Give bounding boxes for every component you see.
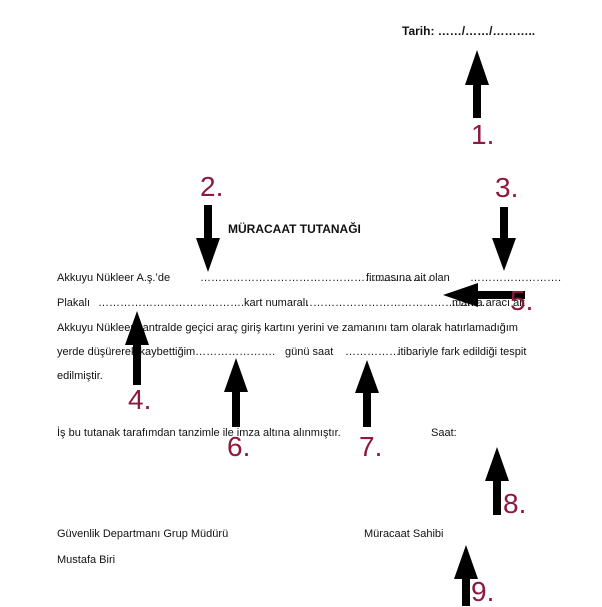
body-line-2-a: Plakalı [57, 297, 91, 309]
body-line-2-blank: …………………………………………… [302, 297, 489, 309]
arrow-5-left-icon [443, 283, 525, 307]
annotation-label-5: 5. [510, 285, 534, 316]
annotation-label-9: 9. [471, 576, 495, 607]
annotation-label-2: 2. [200, 171, 224, 202]
annotation-label-1: 1. [471, 119, 495, 150]
body-line-3: Akkuyu Nükleer santralde geçici araç gir… [57, 322, 518, 334]
body-line-1-blank-1: ……………………………………………………… [200, 272, 431, 284]
body-line-4-b: günü saat [285, 346, 334, 358]
annotation-label-4: 4. [128, 384, 152, 415]
arrow-4-up-icon [125, 311, 149, 385]
signature-right-title: Müracaat Sahibi [364, 528, 444, 540]
signature-left-title: Güvenlik Departmanı Grup Müdürü [57, 528, 229, 540]
body-line-1-a: Akkuyu Nükleer A.ş.’de [57, 272, 171, 284]
body-line-5: edilmiştir. [57, 370, 103, 382]
annotation-label-8: 8. [503, 488, 527, 519]
body-line-4-d: itibariyle fark edildiği tespit [398, 346, 527, 358]
time-label: Saat: [431, 427, 457, 439]
arrow-1-up-icon [465, 50, 489, 118]
body-line-1-blank-2: ……………………. [470, 272, 562, 284]
date-line: Tarih: ……/……/……….. [402, 24, 536, 38]
body-line-4-a: yerde düşürerek kaybettiğim…………………. [57, 346, 276, 358]
body-line-1-c: firmasına ait olan [366, 272, 450, 284]
arrow-3-down-icon [492, 207, 516, 271]
arrow-6-up-icon [224, 358, 248, 427]
arrow-8-up-icon [485, 447, 509, 515]
statement-line: İş bu tutanak tarafımdan tanzimle ile im… [57, 427, 341, 439]
arrow-7-up-icon [355, 360, 379, 427]
annotation-label-3: 3. [495, 172, 519, 203]
arrow-9-up-icon [454, 545, 478, 606]
document-title: MÜRACAAT TUTANAĞI [228, 222, 361, 236]
annotation-label-6: 6. [227, 431, 251, 462]
signature-left-name: Mustafa Biri [57, 554, 116, 566]
annotation-label-7: 7. [359, 431, 383, 462]
body-line-4-blank: …………… [345, 346, 400, 358]
arrow-2-down-icon [196, 205, 220, 272]
body-line-2-b: ………………………………….kart numaralı [98, 297, 309, 309]
